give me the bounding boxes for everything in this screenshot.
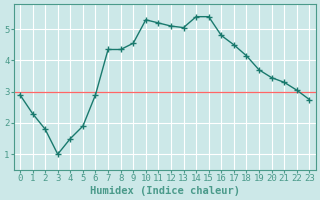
X-axis label: Humidex (Indice chaleur): Humidex (Indice chaleur)	[90, 186, 240, 196]
